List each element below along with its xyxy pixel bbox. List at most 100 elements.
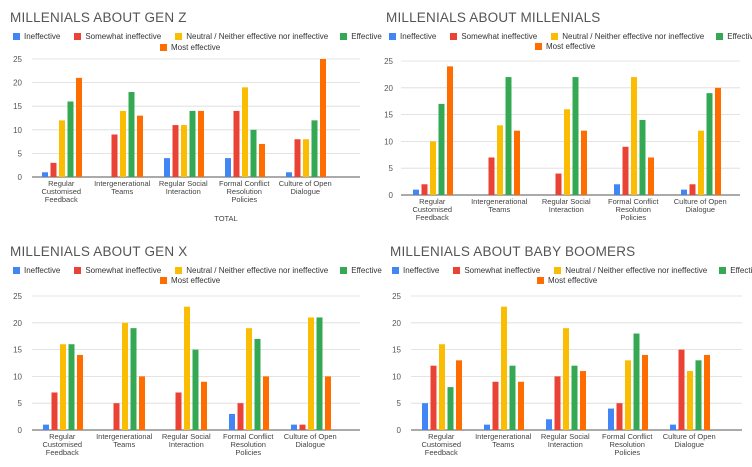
bar [497, 125, 503, 195]
legend-item: Somewhat ineffective [74, 266, 161, 275]
bar [286, 172, 292, 177]
legend-item: Effective [719, 266, 752, 275]
legend-swatch [389, 33, 396, 40]
bar [229, 413, 235, 430]
bar [639, 119, 646, 195]
chart-panel-millenials: MILLENIALS ABOUT MILLENIALS Ineffective S… [376, 0, 752, 233]
legend-swatch [74, 267, 82, 274]
legend-swatch [160, 44, 167, 51]
x-tick-label: Intergenerational Teams [475, 432, 532, 449]
chart-title: MILLENIALS ABOUT GEN Z [10, 10, 187, 25]
legend-swatch [13, 267, 20, 274]
legend-item: Neutral / Neither effective nor ineffect… [175, 266, 328, 275]
chart-panel-gen-z: MILLENIALS ABOUT GEN Z Ineffective Somewh… [0, 0, 382, 233]
legend-label: Somewhat ineffective [461, 32, 538, 41]
bar [225, 158, 231, 177]
x-tick-label: Culture of Open Dialogue [284, 432, 337, 449]
bar [68, 344, 75, 430]
bar [439, 344, 445, 430]
bar [514, 130, 520, 195]
x-tick-label: Regular Customised Feedback [42, 432, 82, 457]
bar [633, 333, 640, 430]
legend-item: Ineffective [392, 266, 439, 275]
legend-label: Ineffective [403, 266, 440, 275]
bar [325, 376, 331, 430]
bar [430, 141, 436, 195]
bar [130, 328, 137, 430]
bar [580, 371, 586, 430]
legend-item: Most effective [537, 276, 597, 285]
x-tick-label: Regular Social Interaction [542, 197, 591, 214]
bar [122, 322, 128, 430]
x-tick-label: Culture of Open Dialogue [279, 179, 332, 196]
bar [430, 365, 437, 430]
x-tick-label: Regular Social Interaction [162, 432, 211, 449]
legend-swatch [535, 43, 542, 50]
bar [715, 87, 721, 195]
bar [242, 87, 248, 177]
bar [316, 317, 323, 430]
legend-label: Neutral / Neither effective nor ineffect… [565, 266, 708, 275]
chart-legend-row-2: Most effective [537, 276, 609, 285]
bar [555, 173, 562, 195]
bar [76, 77, 82, 177]
legend-item: Most effective [160, 276, 220, 285]
y-tick-label: 5 [18, 399, 23, 408]
bar [447, 66, 453, 195]
legend-item: Somewhat ineffective [450, 32, 537, 41]
y-tick-label: 15 [13, 102, 22, 111]
legend-swatch [392, 267, 399, 274]
bar [111, 134, 118, 177]
legend-swatch [716, 33, 724, 40]
bar [77, 354, 83, 430]
legend-swatch [719, 267, 727, 274]
bar [572, 77, 579, 195]
legend-label: Ineffective [24, 32, 61, 41]
legend-label: Somewhat ineffective [464, 266, 541, 275]
bar [246, 328, 252, 430]
bar [616, 403, 623, 430]
x-tick-label: Formal Conflict Resolution Policies [608, 197, 659, 222]
bar [625, 360, 631, 430]
chart-title: MILLENIALS ABOUT BABY BOOMERS [390, 244, 636, 259]
chart-legend: Ineffective Somewhat ineffective Neutral /… [389, 32, 752, 41]
legend-swatch [453, 267, 461, 274]
bar [184, 306, 190, 430]
bar [192, 349, 199, 430]
bar [488, 157, 495, 195]
x-tick-label: Formal Conflict Resolution Policies [219, 179, 270, 204]
bar [172, 125, 179, 177]
bar [128, 92, 135, 177]
bar [564, 109, 570, 195]
bar [43, 424, 49, 430]
x-tick-label: Regular Customised Feedback [41, 179, 81, 204]
bar [456, 360, 462, 430]
bar [291, 424, 297, 430]
chart-legend-row-2: Most effective [160, 276, 232, 285]
y-tick-label: 10 [13, 126, 22, 135]
y-tick-label: 15 [392, 346, 401, 355]
legend-label: Most effective [546, 42, 596, 51]
chart-plot-area: 0 5 10 15 20 25 Regular Customised Feedback Inter… [392, 292, 742, 457]
bar [695, 360, 702, 430]
legend-label: Neutral / Neither effective nor ineffect… [186, 266, 329, 275]
y-tick-label: 0 [18, 426, 23, 435]
bar [571, 365, 578, 430]
y-tick-label: 15 [13, 346, 22, 355]
legend-item: Somewhat ineffective [453, 266, 540, 275]
chart-panel-baby-boomers: MILLENIALS ABOUT BABY BOOMERS Ineffectiv… [376, 233, 752, 467]
legend-label: Most effective [171, 43, 221, 52]
bar [189, 110, 196, 177]
bar [120, 110, 126, 177]
bar [554, 376, 561, 430]
bar [175, 392, 182, 430]
legend-swatch [537, 277, 544, 284]
bar [308, 317, 314, 430]
bar [51, 392, 58, 430]
bar [294, 139, 301, 177]
x-tick-label: Intergenerational Teams [94, 179, 151, 196]
bar [201, 381, 207, 430]
bar [681, 189, 687, 195]
bar [698, 130, 704, 195]
x-tick-label: Regular Customised Feedback [412, 197, 452, 222]
